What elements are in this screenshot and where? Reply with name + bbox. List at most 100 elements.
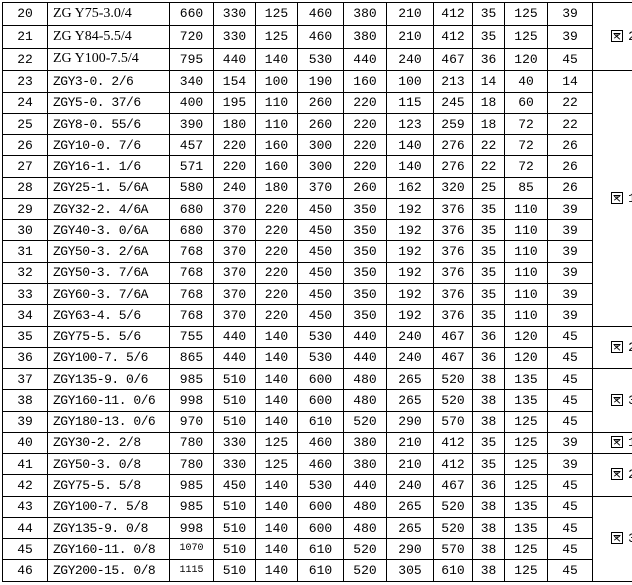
value-cell: 780	[169, 431, 214, 455]
value-cell: 192	[386, 197, 434, 221]
value-cell: 865	[169, 346, 214, 370]
value-cell: 39	[547, 2, 593, 26]
table-row: 22 ZG Y100-7.5/4 795 440 140 530 440 240…	[2, 47, 632, 72]
value-cell: 180	[255, 176, 298, 199]
value-cell: 330	[213, 2, 256, 26]
value-cell: 35	[472, 453, 505, 476]
value-cell: 39	[547, 219, 593, 242]
value-cell: 26	[547, 155, 593, 178]
value-cell: 192	[386, 219, 434, 242]
value-cell: 140	[255, 410, 298, 433]
row-number-cell: 34	[2, 304, 48, 327]
value-cell: 265	[386, 389, 434, 412]
value-cell: 220	[213, 134, 256, 157]
value-cell: 39	[547, 453, 593, 476]
value-cell: 290	[386, 538, 434, 561]
value-cell: 305	[386, 559, 434, 582]
value-cell: 190	[297, 70, 344, 93]
value-cell: 276	[433, 155, 473, 178]
value-cell: 260	[297, 112, 344, 136]
model-cell: ZGY135-9. 0/8	[47, 516, 170, 540]
value-cell: 45	[547, 538, 593, 561]
model-cell: ZGY100-7. 5/6	[47, 346, 170, 370]
value-cell: 480	[343, 495, 387, 518]
value-cell: 240	[386, 47, 434, 72]
value-cell: 72	[504, 155, 548, 178]
value-cell: 110	[504, 240, 548, 263]
value-cell: 520	[433, 495, 473, 518]
value-cell: 350	[343, 240, 387, 263]
value-cell: 45	[547, 516, 593, 540]
value-cell: 457	[169, 134, 214, 157]
table-row: 20 ZG Y75-3.0/4 660 330 125 460 380 210 …	[2, 1, 632, 72]
value-cell: 39	[547, 431, 593, 455]
value-cell: 35	[472, 282, 505, 306]
value-cell: 220	[255, 240, 298, 263]
value-cell: 72	[504, 134, 548, 157]
value-cell: 38	[472, 559, 505, 582]
value-cell: 140	[255, 47, 298, 72]
value-cell: 998	[169, 516, 214, 540]
value-cell: 1115	[169, 559, 214, 582]
value-cell: 370	[297, 176, 344, 199]
value-cell: 220	[343, 134, 387, 157]
value-cell: 22	[547, 91, 593, 114]
value-cell: 39	[547, 240, 593, 263]
value-cell: 680	[169, 219, 214, 242]
model-cell: ZG Y100-7.5/4	[47, 47, 170, 72]
figure-number: 2	[628, 29, 632, 44]
figure-reference-cell: 2	[592, 453, 632, 497]
value-cell: 370	[213, 240, 256, 263]
value-cell: 510	[213, 389, 256, 412]
value-cell: 40	[504, 70, 548, 93]
tu-character-icon	[611, 393, 624, 406]
row-number-cell: 22	[2, 47, 48, 72]
value-cell: 140	[255, 368, 298, 391]
value-cell: 240	[213, 176, 256, 199]
value-cell: 120	[504, 325, 548, 348]
value-cell: 22	[472, 134, 505, 157]
figure-reference-cell: 3	[592, 368, 632, 433]
value-cell: 110	[504, 304, 548, 327]
row-number-cell: 42	[2, 474, 48, 497]
table-row: 23 ZGY3-0. 2/6 340 154 100 190 160 100 2…	[2, 70, 632, 327]
model-cell: ZGY75-5. 5/8	[47, 474, 170, 497]
row-number-cell: 43	[2, 495, 48, 518]
figure-reference-cell: 3	[592, 495, 632, 583]
value-cell: 18	[472, 91, 505, 114]
value-cell: 45	[547, 474, 593, 497]
value-cell: 600	[297, 368, 344, 391]
value-cell: 376	[433, 197, 473, 221]
value-cell: 510	[213, 495, 256, 518]
table-row: 26 ZGY10-0. 7/6 457 220 160 300 220 140 …	[2, 134, 632, 157]
value-cell: 390	[169, 112, 214, 136]
value-cell: 660	[169, 2, 214, 26]
value-cell: 440	[343, 346, 387, 370]
row-number-cell: 31	[2, 240, 48, 263]
row-number-cell: 41	[2, 453, 48, 476]
value-cell: 520	[343, 559, 387, 582]
table-row: 44 ZGY135-9. 0/8 998 510 140 600 480 265…	[2, 516, 632, 540]
value-cell: 140	[255, 516, 298, 540]
value-cell: 135	[504, 389, 548, 412]
tu-character-icon	[611, 436, 624, 449]
value-cell: 35	[472, 2, 505, 26]
value-cell: 480	[343, 368, 387, 391]
value-cell: 220	[255, 282, 298, 306]
value-cell: 38	[472, 389, 505, 412]
value-cell: 467	[433, 346, 473, 370]
value-cell: 570	[433, 538, 473, 561]
value-cell: 210	[386, 453, 434, 476]
value-cell: 36	[472, 325, 505, 348]
row-number-cell: 39	[2, 410, 48, 433]
model-cell: ZGY180-13. 0/6	[47, 410, 170, 433]
row-number-cell: 24	[2, 91, 48, 114]
value-cell: 125	[504, 2, 548, 26]
value-cell: 520	[343, 410, 387, 433]
row-number-cell: 27	[2, 155, 48, 178]
value-cell: 36	[472, 47, 505, 72]
value-cell: 135	[504, 495, 548, 518]
